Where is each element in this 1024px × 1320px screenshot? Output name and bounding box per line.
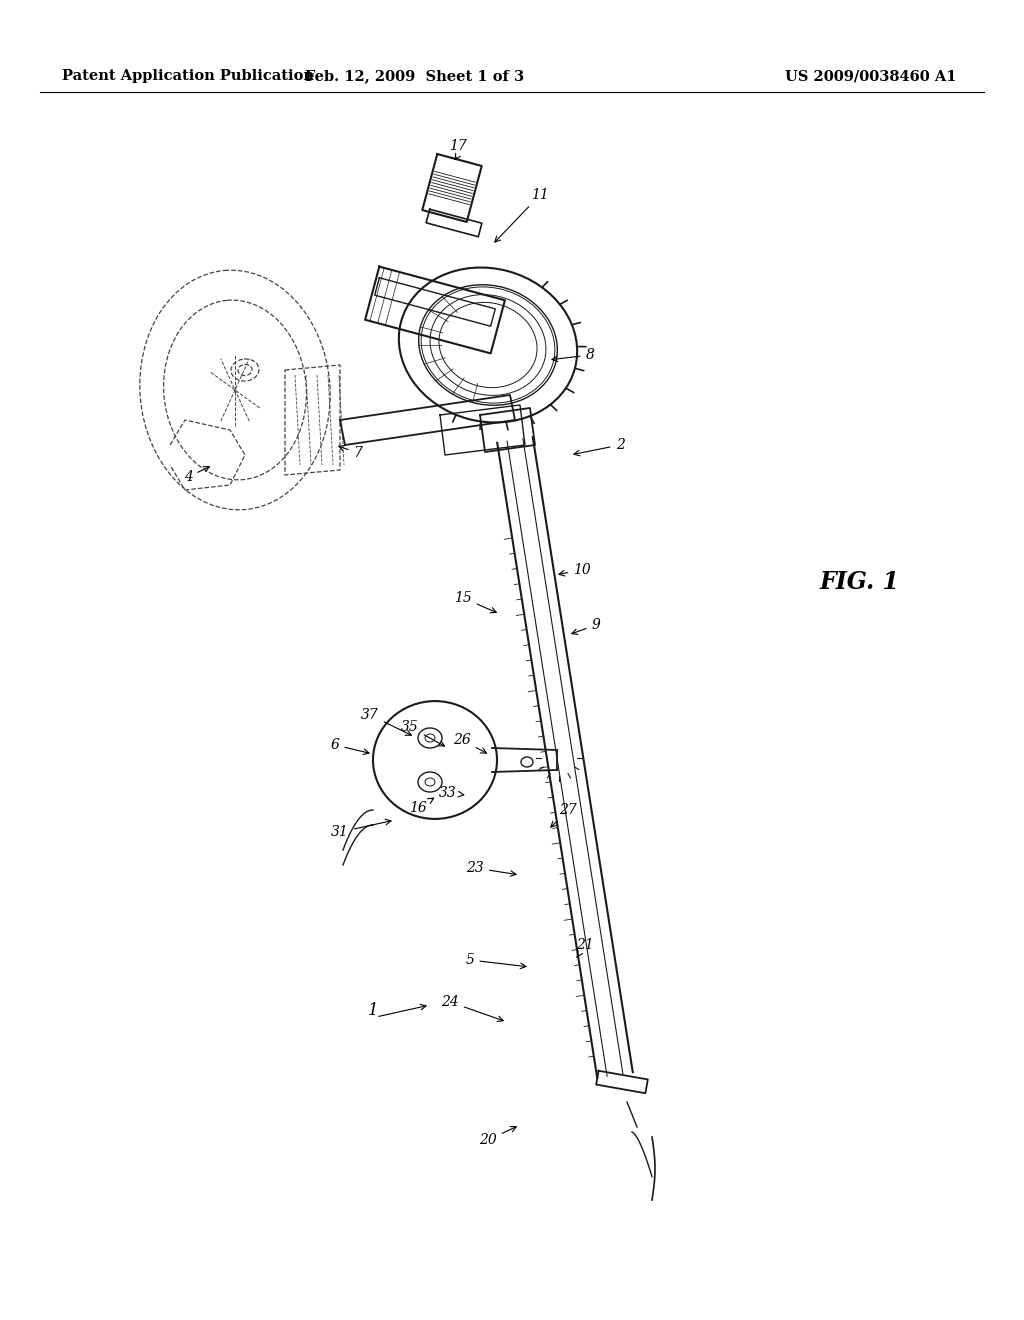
Text: 1: 1	[368, 1002, 379, 1019]
Text: 27: 27	[551, 803, 577, 828]
Text: 4: 4	[183, 467, 209, 484]
Text: 37: 37	[361, 708, 412, 735]
Text: 17: 17	[450, 139, 467, 153]
Text: 11: 11	[495, 187, 549, 242]
Text: 20: 20	[479, 1126, 516, 1147]
Text: US 2009/0038460 A1: US 2009/0038460 A1	[785, 69, 956, 83]
Text: Feb. 12, 2009  Sheet 1 of 3: Feb. 12, 2009 Sheet 1 of 3	[305, 69, 524, 83]
Text: 24: 24	[441, 995, 503, 1022]
Text: 26: 26	[454, 733, 486, 754]
Text: 7: 7	[339, 446, 362, 459]
Text: 16: 16	[410, 799, 433, 814]
Text: 6: 6	[331, 738, 369, 755]
Text: 31: 31	[331, 820, 391, 840]
Text: 8: 8	[552, 348, 595, 362]
Text: 23: 23	[466, 861, 516, 876]
Text: 21: 21	[577, 939, 594, 957]
Text: 2: 2	[573, 438, 625, 455]
Text: 15: 15	[454, 591, 497, 612]
Text: 5: 5	[466, 953, 526, 969]
Text: Patent Application Publication: Patent Application Publication	[62, 69, 314, 83]
Text: 35: 35	[401, 719, 444, 746]
Text: FIG. 1: FIG. 1	[820, 570, 900, 594]
Text: 33: 33	[439, 785, 464, 800]
Text: 9: 9	[571, 618, 600, 635]
Text: 10: 10	[559, 564, 591, 577]
